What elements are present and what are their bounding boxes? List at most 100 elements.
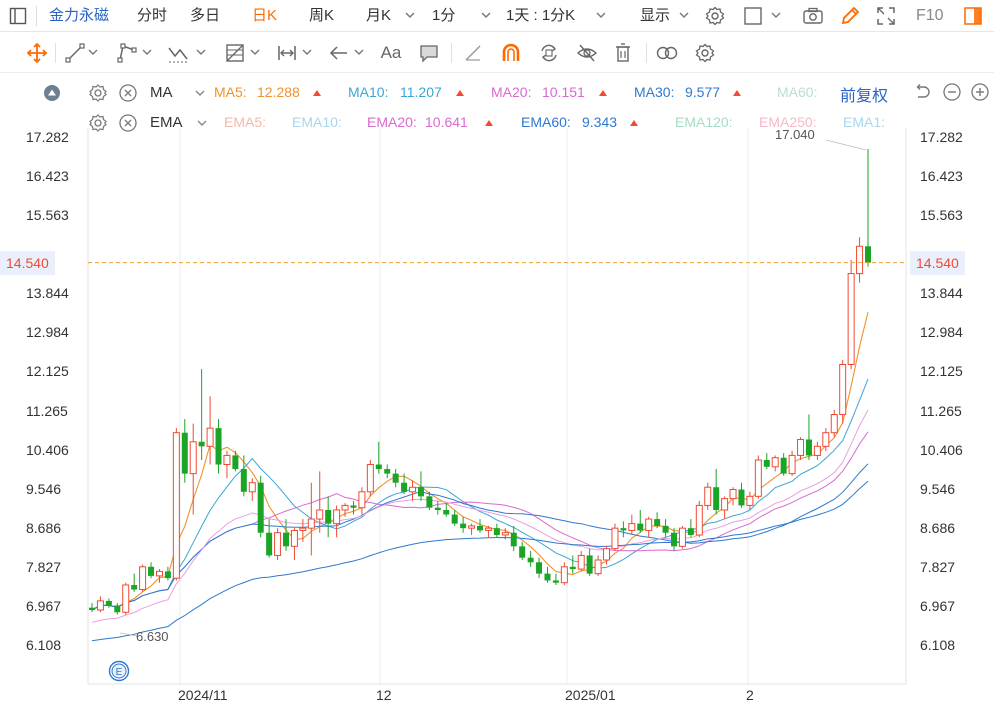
divider xyxy=(55,43,56,63)
checkbox-icon[interactable] xyxy=(742,5,764,27)
candlestick-series xyxy=(89,149,871,615)
ma20-label: MA20: xyxy=(491,84,532,100)
zoom-in-icon[interactable] xyxy=(970,82,990,105)
y-tick-label: 6.108 xyxy=(920,637,956,653)
candle-body-up xyxy=(290,529,298,547)
arrow-left-icon[interactable] xyxy=(326,41,352,65)
event-marker-icon[interactable]: E xyxy=(108,660,130,682)
chevron-down-icon[interactable] xyxy=(140,41,154,65)
sync-icon[interactable] xyxy=(536,41,562,65)
ema5-label: EMA5: xyxy=(224,114,267,130)
up-triangle-icon xyxy=(629,115,639,132)
chevron-down-icon[interactable] xyxy=(770,6,782,28)
move-icon[interactable] xyxy=(24,41,50,65)
undo-icon[interactable] xyxy=(912,82,932,105)
zoom-out-icon[interactable] xyxy=(942,82,962,105)
candle-body-up xyxy=(358,491,366,509)
period-selector[interactable]: 1天 : 1分K xyxy=(506,7,576,24)
y-tick-label: 9.546 xyxy=(920,480,956,497)
panel-toggle-icon[interactable] xyxy=(962,5,984,27)
camera-icon[interactable] xyxy=(801,5,825,27)
candle-body-up xyxy=(594,559,602,575)
chevron-down-icon[interactable] xyxy=(196,115,208,134)
chevron-down-icon[interactable] xyxy=(352,41,366,65)
candle-body-up xyxy=(813,445,821,456)
chart-grid xyxy=(87,128,907,685)
candle-body-down xyxy=(198,441,205,447)
chevron-down-icon[interactable] xyxy=(248,41,262,65)
text-tool-icon[interactable]: Aa xyxy=(380,43,402,62)
chevron-down-icon[interactable] xyxy=(194,41,208,65)
chevron-down-icon[interactable] xyxy=(404,6,416,28)
stock-name[interactable]: 金力永磁 xyxy=(49,7,110,24)
y-tick-label: 15.563 xyxy=(920,207,963,224)
svg-text:E: E xyxy=(116,667,123,678)
divider xyxy=(36,6,37,26)
ema-settings-gear-icon[interactable] xyxy=(88,113,108,136)
ma30-value: 9.577 xyxy=(685,84,721,100)
candle-body-up xyxy=(721,498,729,511)
ma-indicator-name[interactable]: MA xyxy=(150,84,173,101)
y-tick-label: 13.844 xyxy=(920,285,963,302)
ema120-label: EMA120: xyxy=(675,114,733,130)
pencil-icon[interactable] xyxy=(838,4,862,28)
chevron-down-icon[interactable] xyxy=(86,41,100,65)
sidebar-toggle-icon[interactable] xyxy=(8,6,28,26)
comment-icon[interactable] xyxy=(416,41,442,65)
candle-body-down xyxy=(325,509,332,524)
candle-body-down xyxy=(384,469,391,474)
candle-body-up xyxy=(468,525,476,529)
measure-tool-icon[interactable] xyxy=(274,41,300,65)
tab-monthly-k[interactable]: 月K xyxy=(366,7,392,24)
ema-indicator-name[interactable]: EMA xyxy=(150,114,183,131)
top-toolbar: 金力永磁 分时 多日 日K 周K 月K 1分 1天 : 1分K 显示 F10 xyxy=(0,0,994,32)
candle-body-down xyxy=(232,455,239,470)
candle-body-down xyxy=(131,584,138,590)
fibonacci-tool-icon[interactable] xyxy=(222,41,248,65)
chevron-down-icon[interactable] xyxy=(595,6,607,28)
tab-1min[interactable]: 1分 xyxy=(432,7,456,24)
ema20-line xyxy=(91,409,869,623)
chevron-down-icon[interactable] xyxy=(194,85,206,104)
collapse-arrow-icon[interactable] xyxy=(42,83,62,106)
drawing-settings-gear-icon[interactable] xyxy=(692,41,718,65)
tab-daily-k[interactable]: 日K xyxy=(252,7,278,24)
compare-icon[interactable] xyxy=(654,41,680,65)
f10-button[interactable]: F10 xyxy=(916,7,944,24)
chevron-down-icon[interactable] xyxy=(480,6,492,28)
ema250-label: EMA250: xyxy=(759,114,817,130)
candle-body-down xyxy=(375,464,382,470)
tab-multi-day[interactable]: 多日 xyxy=(190,7,221,24)
delete-icon[interactable] xyxy=(610,41,636,65)
trend-line-icon[interactable] xyxy=(62,41,88,65)
current-price-tag-left: 14.540 xyxy=(0,250,55,275)
settings-gear-icon[interactable] xyxy=(704,5,726,27)
candle-body-up xyxy=(830,414,838,434)
candle-body-up xyxy=(189,441,197,475)
hide-drawings-icon[interactable] xyxy=(574,41,600,65)
candle-body-down xyxy=(637,523,644,531)
y-tick-label: 8.686 xyxy=(26,519,62,536)
candle-body-down xyxy=(763,459,770,467)
magnet-icon[interactable] xyxy=(498,41,524,65)
wave-tool-icon[interactable] xyxy=(166,41,192,65)
adjust-restore-button[interactable]: 前复权 xyxy=(840,88,889,105)
candle-body-down xyxy=(417,487,424,497)
candle-body-up xyxy=(695,504,703,536)
ema20-label: EMA20: xyxy=(367,114,417,130)
ma-close-icon[interactable] xyxy=(118,83,138,106)
tab-weekly-k[interactable]: 周K xyxy=(309,7,335,24)
display-menu[interactable]: 显示 xyxy=(640,7,671,24)
tab-intraday[interactable]: 分时 xyxy=(137,7,168,24)
chevron-down-icon[interactable] xyxy=(300,41,314,65)
candle-body-up xyxy=(847,273,855,365)
y-tick-label: 10.406 xyxy=(920,441,963,458)
polyline-tool-icon[interactable] xyxy=(114,41,140,65)
chevron-down-icon[interactable] xyxy=(678,6,690,28)
fullscreen-icon[interactable] xyxy=(874,4,898,28)
y-tick-label: 8.686 xyxy=(920,519,956,536)
ma-settings-gear-icon[interactable] xyxy=(88,83,108,106)
ema-close-icon[interactable] xyxy=(118,113,138,136)
ruler-icon[interactable] xyxy=(460,41,486,65)
